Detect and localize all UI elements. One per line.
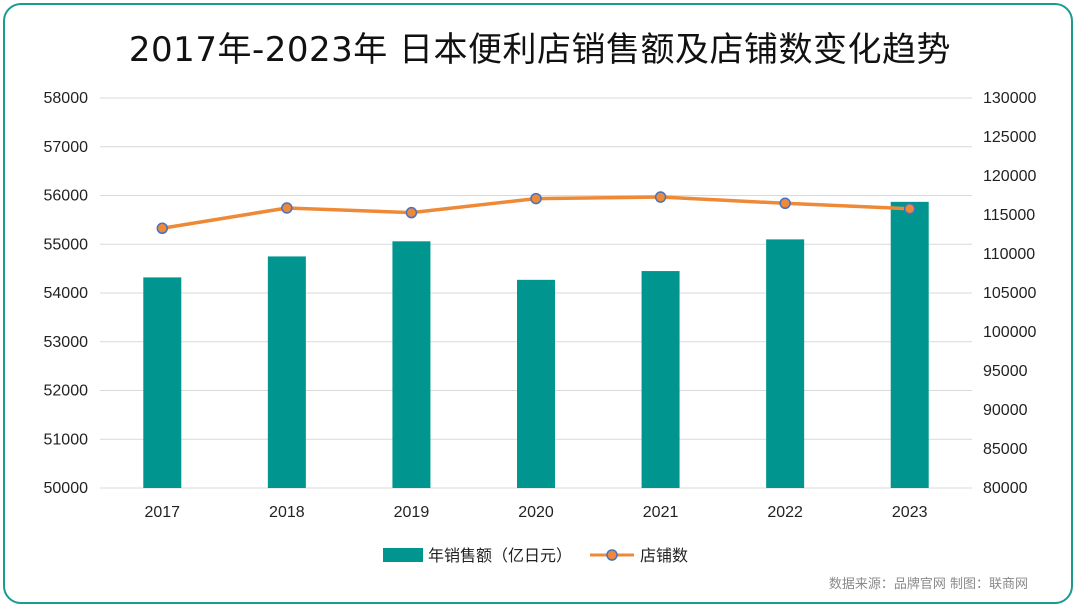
source-note: 数据来源：品牌官网 制图：联商网: [828, 577, 1028, 592]
right-tick-label: 80000: [983, 480, 1028, 497]
x-tick-label: 2023: [892, 504, 928, 521]
chart-title: 2017年-2023年 日本便利店销售额及店铺数变化趋势: [128, 30, 952, 70]
x-tick-label: 2017: [144, 504, 180, 521]
stores-marker-2023: [903, 203, 916, 215]
right-axis-ticks: 130000 125000 120000 115000 110000 105000 1000…: [983, 90, 1036, 497]
right-tick-label: 90000: [983, 402, 1028, 419]
left-tick-label: 51000: [44, 431, 89, 448]
bar-2023: [890, 201, 929, 488]
stores-marker-2019: [405, 206, 418, 219]
left-tick-label: 54000: [44, 285, 89, 302]
left-tick-label: 57000: [44, 139, 89, 156]
right-tick-label: 115000: [983, 207, 1035, 224]
legend-label-sales: 年销售额（亿日元）: [428, 546, 572, 565]
stores-marker-2017: [156, 222, 169, 235]
legend-label-stores: 店铺数: [640, 546, 688, 565]
x-tick-label: 2018: [269, 504, 305, 521]
bar-2022: [766, 239, 805, 488]
left-tick-label: 53000: [44, 334, 89, 351]
right-tick-label: 130000: [983, 90, 1036, 107]
stores-marker-2022: [779, 197, 791, 210]
right-tick-label: 110000: [983, 246, 1035, 263]
stores-marker-2021: [654, 191, 667, 203]
bar-2020: [517, 279, 555, 488]
bar-2018: [267, 256, 306, 488]
x-tick-label: 2019: [394, 504, 430, 521]
left-tick-label: 58000: [44, 90, 89, 107]
bar-2017: [143, 277, 182, 488]
legend-swatch-sales: [383, 548, 423, 562]
right-tick-label: 125000: [983, 129, 1036, 146]
right-tick-label: 95000: [983, 363, 1028, 380]
left-axis-ticks: 58000 57000 56000 55000 54000 53000 52000 51000…: [44, 90, 89, 497]
stores-marker-2020: [530, 192, 542, 205]
x-tick-label: 2021: [643, 504, 679, 521]
left-tick-label: 55000: [44, 236, 89, 253]
stores-marker-2018: [281, 202, 293, 214]
right-tick-label: 85000: [983, 441, 1028, 458]
x-tick-label: 2020: [518, 504, 554, 521]
legend-swatch-stores-marker: [606, 549, 618, 561]
x-tick-label: 2022: [767, 504, 803, 521]
x-axis-ticks: 2017 2018 2019 2020 2021 2022 2023: [144, 504, 927, 521]
left-tick-label: 56000: [44, 188, 89, 205]
right-tick-label: 100000: [983, 324, 1036, 341]
right-tick-label: 105000: [983, 285, 1036, 302]
bar-2019: [392, 241, 431, 488]
legend: 年销售额（亿日元） 店铺数: [383, 546, 688, 565]
right-tick-label: 120000: [983, 168, 1036, 185]
left-tick-label: 52000: [44, 383, 89, 400]
line-series: [156, 191, 916, 235]
bar-2021: [641, 271, 680, 488]
bar-series: [143, 201, 929, 488]
left-tick-label: 50000: [44, 480, 89, 497]
